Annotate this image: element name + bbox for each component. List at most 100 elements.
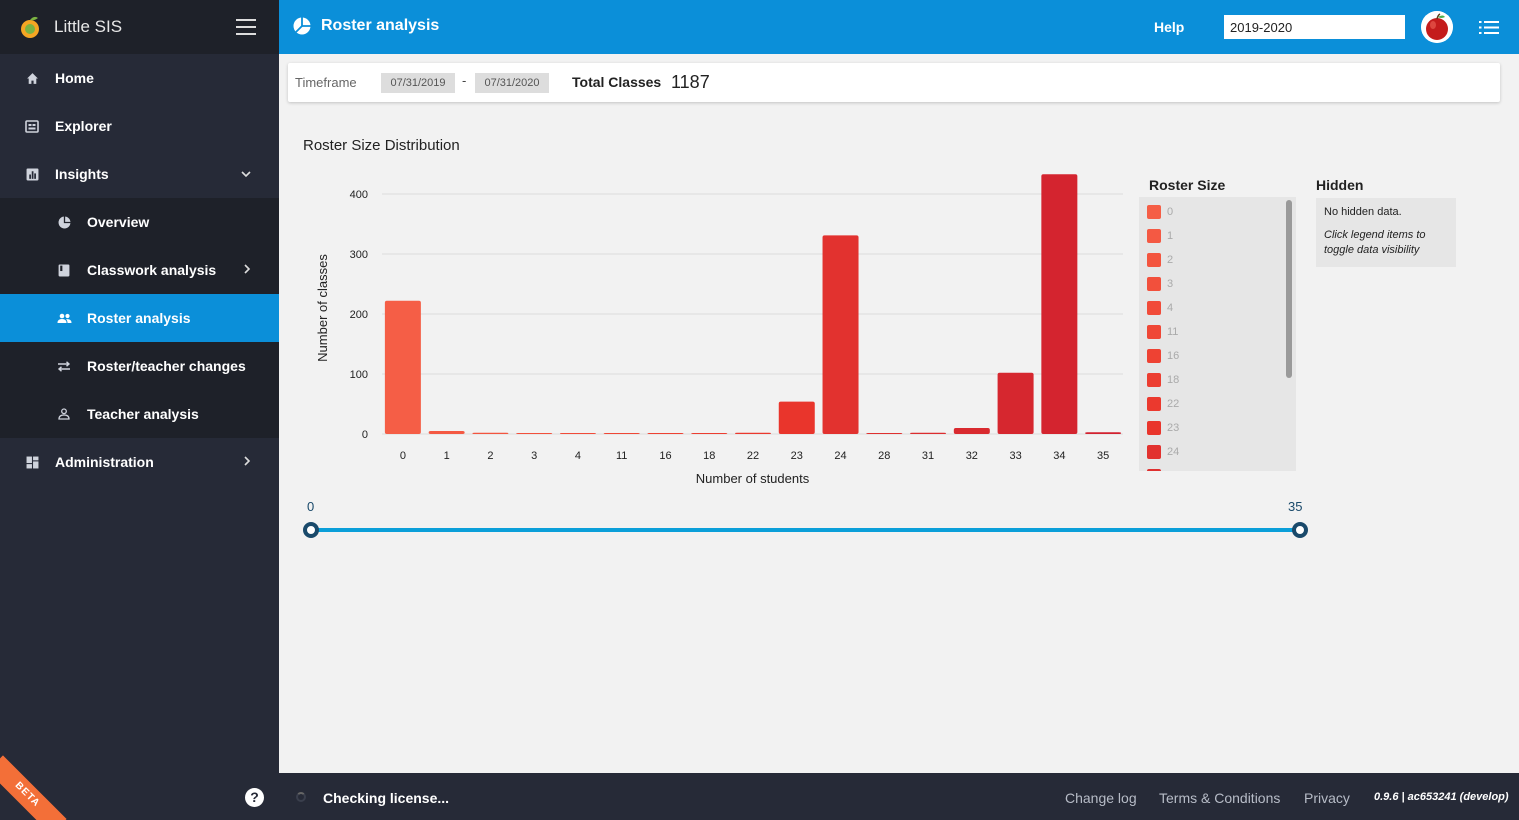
range-slider-max-handle[interactable] — [1292, 522, 1308, 538]
y-tick-label: 400 — [350, 189, 368, 201]
sidebar-item-explorer[interactable]: Explorer — [0, 102, 279, 150]
x-axis-label: Number of students — [696, 471, 810, 486]
app-name: Little SIS — [54, 17, 123, 36]
legend-item[interactable]: 16 — [1147, 348, 1179, 364]
bar — [735, 432, 771, 434]
hidden-hint-text: Click legend items to toggle data visibi… — [1324, 229, 1426, 256]
version-label: 0.9.6 | ac653241 (develop) — [1374, 791, 1509, 803]
legend-item[interactable]: 18 — [1147, 372, 1179, 388]
end-date-field[interactable]: 07/31/2020 — [475, 73, 549, 93]
date-separator: - — [462, 73, 467, 88]
timeframe-label: Timeframe — [295, 75, 357, 90]
sidebar-item-label: Classwork analysis — [87, 262, 217, 278]
legend-item[interactable]: 23 — [1147, 420, 1179, 436]
help-icon[interactable]: ? — [245, 788, 264, 807]
book-icon — [56, 262, 72, 278]
bar — [603, 433, 640, 434]
legend-scrollbar[interactable] — [1286, 200, 1292, 378]
sidebar-item-label: Explorer — [55, 118, 112, 134]
bar — [691, 433, 728, 434]
x-tick-label: 3 — [531, 450, 537, 462]
x-tick-label: 0 — [400, 450, 406, 462]
y-axis-label: Number of classes — [315, 254, 330, 362]
hidden-panel: No hidden data. Click legend items to to… — [1316, 198, 1456, 267]
sidebar-item-roster-analysis[interactable]: Roster analysis — [0, 294, 279, 342]
legend-label: 24 — [1167, 446, 1180, 458]
slider-max-label: 35 — [1288, 499, 1303, 514]
slider-min-label: 0 — [307, 499, 315, 514]
sidebar-item-teacher-analysis[interactable]: Teacher analysis — [0, 390, 279, 438]
chart-title: Roster Size Distribution — [303, 137, 460, 154]
x-tick-label: 24 — [834, 450, 846, 462]
legend-swatch — [1147, 421, 1161, 435]
bar — [384, 300, 421, 434]
insights-icon — [24, 166, 40, 182]
school-year-field[interactable] — [1224, 15, 1405, 39]
bar — [866, 433, 903, 434]
legend-item[interactable]: 1 — [1147, 228, 1173, 244]
legend-swatch — [1147, 325, 1161, 339]
privacy-link[interactable]: Privacy — [1304, 790, 1350, 806]
legend-label: 0 — [1167, 206, 1174, 218]
range-slider-min-handle[interactable] — [303, 522, 319, 538]
timeframe-card: Timeframe 07/31/2019 - 07/31/2020 Total … — [288, 63, 1500, 102]
dashboard-icon — [24, 454, 40, 470]
loading-spinner-icon — [296, 792, 306, 802]
terms-link[interactable]: Terms & Conditions — [1159, 790, 1281, 806]
bar — [1085, 432, 1122, 434]
legend-label: 18 — [1167, 374, 1180, 386]
hamburger-menu-icon[interactable] — [236, 19, 256, 35]
legend-item[interactable]: 11 — [1147, 324, 1178, 340]
x-tick-label: 23 — [791, 450, 803, 462]
chevron-right-icon — [244, 263, 251, 277]
start-date-field[interactable]: 07/31/2019 — [381, 73, 455, 93]
sidebar-item-overview[interactable]: Overview — [0, 198, 279, 246]
legend-label: 4 — [1167, 302, 1174, 314]
bar — [428, 431, 465, 434]
person-icon — [56, 406, 72, 422]
list-menu-icon[interactable] — [1479, 20, 1499, 35]
legend-item[interactable]: 2 — [1147, 252, 1173, 268]
help-link[interactable]: Help — [1154, 19, 1185, 35]
sidebar-item-administration[interactable]: Administration — [0, 438, 279, 486]
sidebar-item-label: Overview — [87, 214, 150, 230]
beta-ribbon: BETA — [0, 755, 67, 820]
y-tick-label: 100 — [350, 369, 368, 381]
x-tick-label: 1 — [444, 450, 450, 462]
bar — [822, 235, 859, 434]
legend-label: 22 — [1167, 398, 1180, 410]
legend-label: 16 — [1167, 350, 1180, 362]
range-slider-track[interactable] — [311, 528, 1300, 532]
sidebar-item-classwork-analysis[interactable]: Classwork analysis — [0, 246, 279, 294]
sidebar-item-label: Administration — [55, 454, 154, 470]
x-tick-label: 4 — [575, 450, 581, 462]
legend-item[interactable]: 28 — [1147, 468, 1179, 471]
sidebar: Little SIS Home Explorer Insights Overvi… — [0, 0, 279, 820]
legend-item[interactable]: 4 — [1147, 300, 1173, 316]
x-tick-label: 18 — [703, 450, 715, 462]
legend-swatch — [1147, 301, 1161, 315]
sidebar-item-home[interactable]: Home — [0, 54, 279, 102]
changelog-link[interactable]: Change log — [1065, 790, 1137, 806]
sidebar-item-roster-teacher-changes[interactable]: Roster/teacher changes — [0, 342, 279, 390]
x-tick-label: 34 — [1053, 450, 1065, 462]
bar — [472, 432, 509, 434]
total-classes-value: 1187 — [671, 72, 710, 92]
legend-item[interactable]: 22 — [1147, 396, 1179, 412]
avatar[interactable] — [1421, 11, 1453, 43]
explorer-icon — [24, 118, 40, 134]
x-tick-label: 16 — [659, 450, 671, 462]
legend-item[interactable]: 24 — [1147, 444, 1179, 460]
pie-chart-icon — [293, 17, 311, 35]
bar — [910, 432, 947, 434]
sidebar-item-label: Home — [55, 70, 94, 86]
sidebar-item-insights[interactable]: Insights — [0, 150, 279, 198]
y-tick-label: 200 — [350, 309, 368, 321]
chevron-right-icon — [244, 455, 251, 469]
legend-item[interactable]: 0 — [1147, 204, 1173, 220]
sidebar-item-label: Roster analysis — [87, 310, 191, 326]
bar — [647, 433, 684, 434]
legend-swatch — [1147, 205, 1161, 219]
legend-item[interactable]: 3 — [1147, 276, 1173, 292]
